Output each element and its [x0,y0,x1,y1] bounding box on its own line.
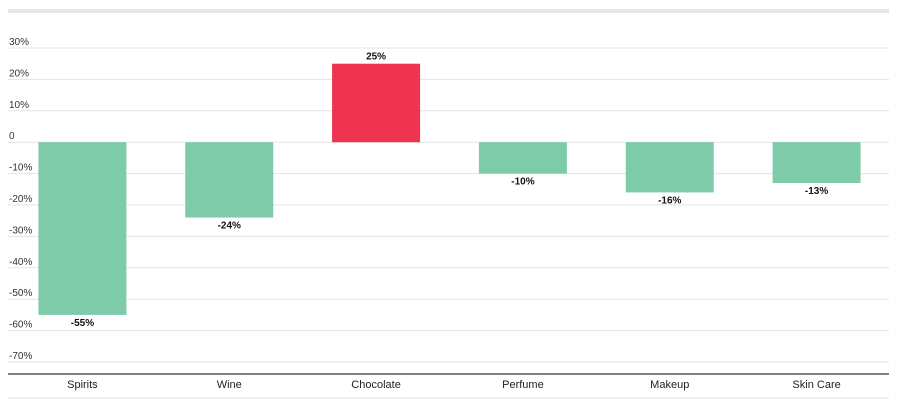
x-category-label: Skin Care [792,379,840,391]
data-label: -13% [805,186,828,197]
y-tick-label: -70% [9,351,32,362]
y-tick-label: -20% [9,194,32,205]
y-tick-label: -10% [9,163,32,174]
x-axis-category-labels: Spirits Wine Chocolate Perfume Makeup Skin Ca… [67,379,841,391]
x-category-label: Wine [217,379,242,391]
bars [38,63,861,315]
y-tick-label: 10% [9,100,29,111]
x-category-label: Chocolate [351,379,401,391]
y-tick-label: 30% [9,37,29,48]
y-axis-tick-labels: 30% 20% 10% 0 -10% -20% -30% -40% -50% -60% -70% [9,37,32,362]
bar-skin-care [772,142,861,184]
bar-perfume [478,142,567,174]
data-label: -55% [71,318,94,329]
bar-wine [185,142,274,218]
bar-spirits [38,142,127,315]
y-tick-label: -40% [9,257,32,268]
data-label: -16% [658,195,681,206]
x-category-label: Perfume [502,379,544,391]
y-tick-label: 0 [9,131,15,142]
data-label: 25% [366,52,386,63]
y-tick-label: -30% [9,225,32,236]
data-label: -24% [218,221,241,232]
chart-top-border [8,9,889,13]
x-category-label: Makeup [650,379,689,391]
data-labels: -55% -24% 25% -10% -16% -13% [71,52,829,329]
data-label: -10% [511,177,534,188]
gridlines [8,47,889,363]
y-tick-label: -60% [9,320,32,331]
bar-makeup [625,142,714,193]
bar-chocolate [332,63,421,143]
y-tick-label: 20% [9,68,29,79]
x-category-label: Spirits [67,379,98,391]
y-tick-label: -50% [9,288,32,299]
